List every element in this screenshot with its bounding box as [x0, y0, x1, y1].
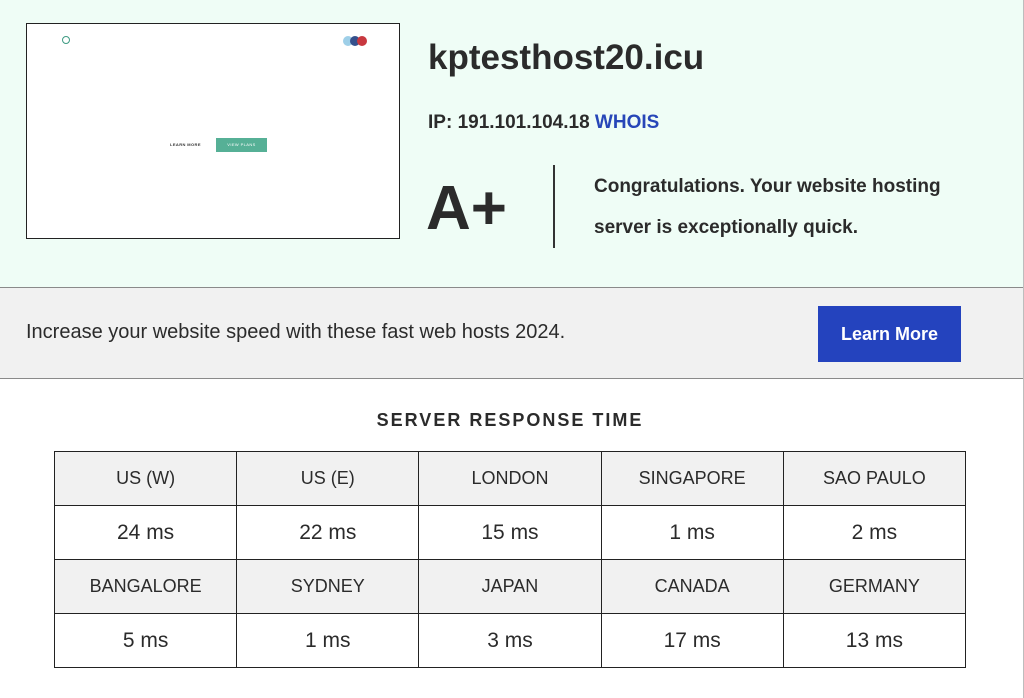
location-name: US (W): [53, 451, 238, 506]
thumbnail-view-plans-button: VIEW PLANS: [216, 138, 267, 152]
server-response-time-title: SERVER RESPONSE TIME: [376, 410, 644, 430]
location-name: CANADA: [600, 559, 784, 614]
response-time-value: 1 ms: [236, 613, 420, 668]
website-screenshot-thumbnail: LEARN MORE VIEW PLANS: [26, 23, 400, 239]
location-name: SYDNEY: [236, 559, 420, 614]
response-time-value: 15 ms: [418, 505, 602, 560]
location-name: GERMANY: [782, 559, 967, 614]
response-time-value: 5 ms: [53, 613, 238, 668]
grade-divider: [553, 165, 555, 248]
response-time-value: 24 ms: [53, 505, 238, 560]
location-name: US (E): [236, 451, 420, 506]
location-name: LONDON: [418, 451, 602, 506]
site-logo-icon: [62, 36, 70, 44]
response-time-value: 22 ms: [236, 505, 420, 560]
result-section: LEARN MORE VIEW PLANS kptesthost20.icu I…: [0, 0, 1023, 287]
table-row: US (W) US (E) LONDON SINGAPORE SAO PAULO: [53, 451, 967, 506]
promo-text: Increase your website speed with these f…: [26, 321, 566, 343]
learn-more-button[interactable]: Learn More: [818, 306, 961, 362]
location-name: SINGAPORE: [600, 451, 784, 506]
ip-address: 191.101.104.18: [457, 112, 590, 133]
table-row: 5 ms 1 ms 3 ms 17 ms 13 ms: [53, 613, 967, 668]
site-menu-dots-icon: [343, 36, 367, 46]
response-time-table: US (W) US (E) LONDON SINGAPORE SAO PAULO…: [53, 451, 967, 668]
table-row: 24 ms 22 ms 15 ms 1 ms 2 ms: [53, 505, 967, 560]
location-name: JAPAN: [418, 559, 602, 614]
table-row: BANGALORE SYDNEY JAPAN CANADA GERMANY: [53, 559, 967, 614]
thumbnail-learn-more-text: LEARN MORE: [170, 142, 201, 147]
whois-link[interactable]: WHOIS: [594, 112, 660, 133]
location-name: SAO PAULO: [782, 451, 967, 506]
response-time-value: 17 ms: [600, 613, 784, 668]
location-name: BANGALORE: [53, 559, 238, 614]
response-time-value: 3 ms: [418, 613, 602, 668]
result-message: Congratulations. Your website hosting se…: [594, 176, 941, 238]
promo-banner: Increase your website speed with these f…: [0, 287, 1023, 379]
response-time-value: 2 ms: [782, 505, 967, 560]
speed-grade: A+: [426, 174, 507, 243]
response-time-value: 13 ms: [782, 613, 967, 668]
ip-row: IP: 191.101.104.18 WHOIS: [428, 112, 659, 134]
ip-label: IP:: [428, 112, 453, 133]
domain-title: kptesthost20.icu: [428, 38, 705, 77]
response-time-value: 1 ms: [600, 505, 784, 560]
